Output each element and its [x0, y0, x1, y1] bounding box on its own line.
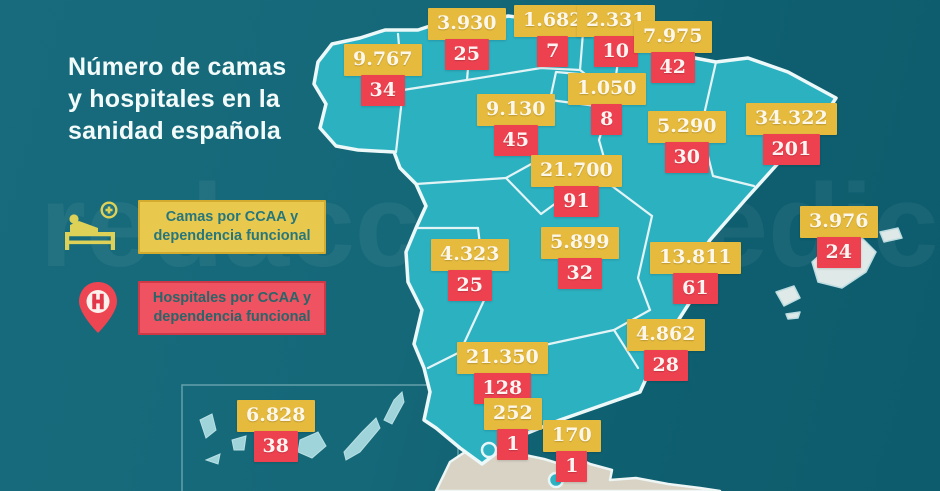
beds-badge: 9.130	[477, 94, 555, 126]
beds-badge: 3.930	[428, 8, 506, 40]
hospitals-badge: 7	[537, 35, 569, 68]
hospitals-badge: 61	[673, 272, 718, 305]
region-label-baleares: 3.976 24	[800, 206, 878, 269]
region-label-galicia: 9.767 34	[344, 44, 422, 107]
beds-badge: 21.700	[531, 155, 622, 187]
hospitals-badge: 201	[762, 133, 821, 166]
hospital-pin-icon	[79, 282, 117, 333]
hospitals-badge: 25	[447, 269, 492, 302]
hospitals-badge: 45	[493, 124, 538, 157]
region-label-la-rioja: 1.050 8	[568, 73, 646, 136]
beds-badge: 252	[484, 398, 542, 430]
region-label-asturias: 3.930 25	[428, 8, 506, 71]
region-label-cantabria: 1.682 7	[514, 5, 592, 68]
hospitals-badge: 91	[554, 185, 599, 218]
hospitals-badge: 38	[253, 430, 298, 463]
hospitals-badge: 28	[643, 349, 688, 382]
hospitals-badge: 42	[650, 51, 695, 84]
region-label-ceuta: 252 1	[484, 398, 542, 461]
region-label-aragon: 5.290 30	[648, 111, 726, 174]
region-label-castilla-la-mancha: 5.899 32	[541, 227, 619, 290]
beds-badge: 1.682	[514, 5, 592, 37]
beds-badge: 5.899	[541, 227, 619, 259]
beds-badge: 4.323	[431, 239, 509, 271]
region-label-andalucia: 21.350 128	[457, 342, 548, 405]
beds-badge: 3.976	[800, 206, 878, 238]
region-label-canarias: 6.828 38	[237, 400, 315, 463]
hospitals-badge: 1	[556, 450, 588, 483]
region-label-castilla-y-leon: 9.130 45	[477, 94, 555, 157]
hospitals-badge: 10	[593, 35, 638, 68]
region-label-comunidad-valenciana: 13.811 61	[650, 242, 741, 305]
beds-badge: 34.322	[746, 103, 837, 135]
legend-hospitals-label: Hospitales por CCAA y dependencia funcio…	[138, 281, 326, 335]
beds-badge: 9.767	[344, 44, 422, 76]
beds-badge: 5.290	[648, 111, 726, 143]
bed-icon	[65, 201, 118, 250]
region-label-extremadura: 4.323 25	[431, 239, 509, 302]
beds-badge: 13.811	[650, 242, 741, 274]
region-label-madrid: 21.700 91	[531, 155, 622, 218]
hospitals-badge: 30	[664, 141, 709, 174]
beds-badge: 6.828	[237, 400, 315, 432]
region-label-murcia: 4.862 28	[627, 319, 705, 382]
region-label-pais-vasco: 7.975 42	[634, 21, 712, 84]
beds-badge: 7.975	[634, 21, 712, 53]
legend-beds: Camas por CCAA y dependencia funcional	[62, 200, 326, 254]
region-label-melilla: 170 1	[543, 420, 601, 483]
hospitals-badge: 34	[360, 74, 405, 107]
beds-badge: 4.862	[627, 319, 705, 351]
hospitals-badge: 8	[591, 103, 623, 136]
legend-beds-label: Camas por CCAA y dependencia funcional	[138, 200, 326, 254]
beds-badge: 1.050	[568, 73, 646, 105]
beds-badge: 170	[543, 420, 601, 452]
page-title: Número de camas y hospitales en la sanid…	[68, 53, 287, 145]
legend-hospitals: Hospitales por CCAA y dependencia funcio…	[62, 280, 326, 336]
hospitals-badge: 25	[444, 38, 489, 71]
hospitals-badge: 1	[497, 428, 529, 461]
ceuta-marker	[480, 441, 498, 459]
hospitals-badge: 24	[816, 236, 861, 269]
region-label-cataluna: 34.322 201	[746, 103, 837, 166]
beds-badge: 21.350	[457, 342, 548, 374]
hospitals-badge: 32	[557, 257, 602, 290]
